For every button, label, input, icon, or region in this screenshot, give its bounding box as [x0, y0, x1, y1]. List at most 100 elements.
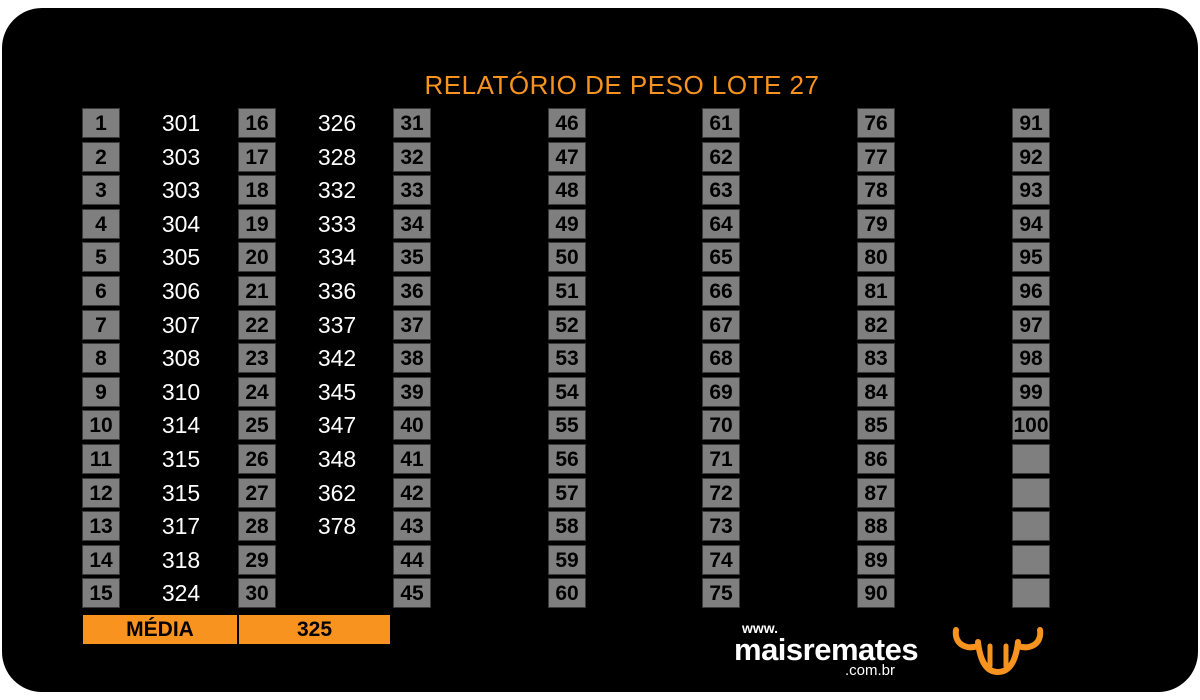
- weight-value-cell: [1056, 242, 1166, 272]
- weight-value-cell: 310: [161, 378, 201, 405]
- weight-value-cell: [746, 377, 856, 407]
- lot-number-cell: 95: [1012, 242, 1050, 273]
- brand-www: www.: [742, 620, 779, 636]
- report-title: RELATÓRIO DE PESO LOTE 27: [424, 70, 820, 100]
- lot-number-cell: 13: [82, 511, 120, 542]
- weight-value-cell: [1056, 108, 1166, 138]
- lot-number-cell: 89: [857, 544, 895, 575]
- weight-value-cell: [901, 444, 1011, 474]
- lot-number-cell: 61: [702, 108, 740, 138]
- weight-value-cell: [746, 175, 856, 205]
- weight-value-cell: [437, 242, 547, 272]
- weight-value-cell: [592, 209, 702, 239]
- lot-number-cell: 73: [702, 511, 740, 542]
- weight-value-cell: [1056, 444, 1166, 474]
- weight-value-cell: 342: [317, 345, 357, 372]
- weight-value-cell: [1056, 478, 1166, 508]
- weight-value-cell: [437, 343, 547, 373]
- weight-value-cell: [592, 343, 702, 373]
- lot-number-cell: 28: [238, 511, 276, 542]
- weight-value-cell: [437, 310, 547, 340]
- lot-number-cell: 54: [548, 376, 586, 407]
- bull-horns-icon: [952, 627, 1044, 676]
- lot-number-cell: 74: [702, 544, 740, 575]
- report-card: RELATÓRIO DE PESO LOTE 27 1 301 2 303 3 303 4 3…: [2, 8, 1198, 692]
- weight-value-cell: [1056, 410, 1166, 440]
- weight-value-cell: 332: [317, 177, 357, 204]
- lot-number-cell: 18: [238, 175, 276, 206]
- weight-value-cell: [592, 276, 702, 306]
- lot-number-cell: 6: [82, 276, 120, 306]
- weight-value-cell: 304: [161, 210, 201, 237]
- weight-value-cell: [901, 478, 1011, 508]
- lot-number-cell: 29: [238, 544, 276, 575]
- lot-number-cell: 88: [857, 511, 895, 542]
- lot-number-cell: 68: [702, 343, 740, 374]
- weight-value-cell: 324: [161, 580, 201, 607]
- lot-number-cell: 94: [1012, 208, 1050, 239]
- lot-number-cell: 72: [702, 477, 740, 508]
- weight-value-cell: [437, 444, 547, 474]
- lot-number-cell: 25: [238, 410, 276, 441]
- weight-value-cell: 301: [161, 110, 201, 136]
- lot-number-cell: 67: [702, 309, 740, 340]
- weight-value-cell: 345: [317, 378, 357, 405]
- lot-number-cell: 15: [82, 578, 120, 609]
- lot-number-cell: 93: [1012, 175, 1050, 206]
- lot-number-cell: 4: [82, 208, 120, 239]
- weight-value-cell: [1056, 175, 1166, 205]
- lot-number-cell: 17: [238, 141, 276, 172]
- weight-value-cell: [282, 545, 392, 575]
- weight-value-cell: [592, 410, 702, 440]
- lot-number-cell: 36: [393, 276, 431, 306]
- weight-value-cell: [437, 578, 547, 608]
- weight-value-cell: 348: [317, 446, 357, 472]
- lot-number-cell: 16: [238, 108, 276, 138]
- lot-number-cell: 43: [393, 511, 431, 542]
- weight-value-cell: [1056, 511, 1166, 541]
- lot-number-cell: 62: [702, 141, 740, 172]
- lot-number-cell: 99: [1012, 376, 1050, 407]
- weight-value-cell: 336: [317, 278, 357, 304]
- lot-number-cell: 91: [1012, 108, 1050, 138]
- lot-number-cell: 52: [548, 309, 586, 340]
- weight-value-cell: [1056, 142, 1166, 172]
- weight-value-cell: 303: [161, 177, 201, 204]
- lot-number-cell: 33: [393, 175, 431, 206]
- brand-domain: .com.br: [845, 662, 896, 679]
- lot-number-cell: 30: [238, 578, 276, 609]
- lot-number-cell: 55: [548, 410, 586, 441]
- weight-value-cell: [901, 108, 1011, 138]
- weight-value-cell: [592, 142, 702, 172]
- weight-value-cell: [437, 175, 547, 205]
- weight-value-cell: [746, 511, 856, 541]
- weight-value-cell: 317: [161, 513, 201, 540]
- weight-value-cell: 303: [161, 143, 201, 170]
- lot-number-cell: 45: [393, 578, 431, 609]
- average-label: MÉDIA: [82, 614, 238, 645]
- weight-value-cell: [746, 142, 856, 172]
- lot-number-cell: 53: [548, 343, 586, 374]
- lot-number-cell: [1012, 544, 1050, 575]
- lot-number-cell: 40: [393, 410, 431, 441]
- lot-number-cell: 85: [857, 410, 895, 441]
- weight-value-cell: [1056, 343, 1166, 373]
- lot-number-cell: 21: [238, 276, 276, 306]
- weight-value-cell: 334: [317, 244, 357, 271]
- lot-number-cell: 44: [393, 544, 431, 575]
- weight-value-cell: 315: [161, 479, 201, 506]
- weight-value-cell: [592, 175, 702, 205]
- lot-number-cell: 56: [548, 444, 586, 474]
- lot-number-cell: 49: [548, 208, 586, 239]
- lot-number-cell: 66: [702, 276, 740, 306]
- weight-value-cell: [901, 142, 1011, 172]
- weight-value-cell: [901, 578, 1011, 608]
- weight-value-cell: 337: [317, 311, 357, 338]
- lot-number-cell: 76: [857, 108, 895, 138]
- lot-number-cell: 87: [857, 477, 895, 508]
- lot-number-cell: 60: [548, 578, 586, 609]
- lot-number-cell: 51: [548, 276, 586, 306]
- weight-value-cell: [592, 578, 702, 608]
- lot-number-cell: 81: [857, 276, 895, 306]
- weight-value-cell: [592, 511, 702, 541]
